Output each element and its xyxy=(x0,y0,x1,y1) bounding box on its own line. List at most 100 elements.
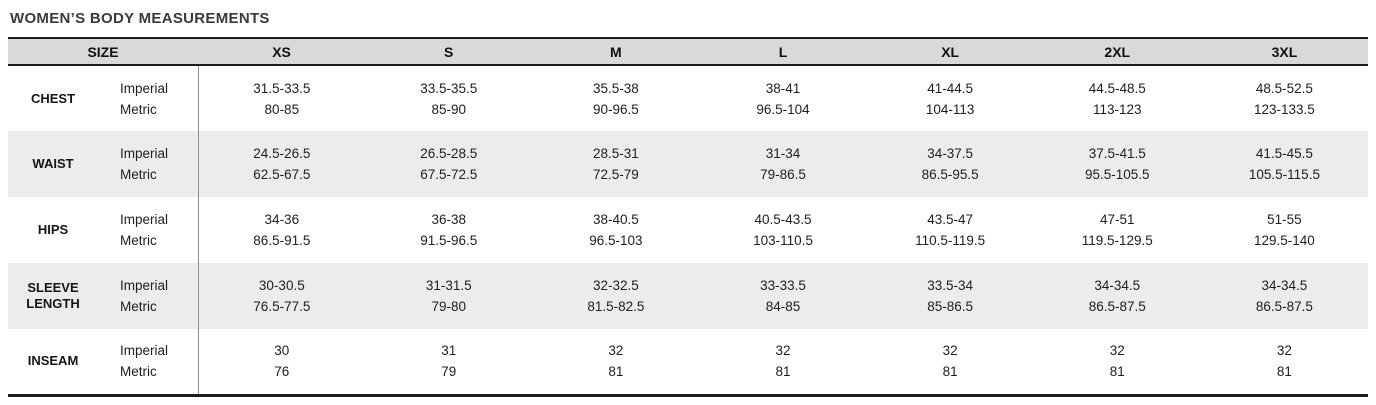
size-column-s: S xyxy=(365,38,533,66)
imperial-value: 33.5-35.5 xyxy=(420,80,478,96)
measurement-cell: 30 76 xyxy=(198,329,365,395)
imperial-value: 31 xyxy=(441,343,457,359)
imperial-value: 30-30.5 xyxy=(258,278,305,293)
measurement-cell: 32 81 xyxy=(1034,329,1201,395)
imperial-label: Imperial xyxy=(120,146,169,161)
size-column-l: L xyxy=(699,38,867,66)
imperial-value: 32-32.5 xyxy=(592,278,639,293)
metric-label: Metric xyxy=(120,299,157,314)
metric-value: 86.5-91.5 xyxy=(253,233,311,248)
unit-labels: Imperial Metric xyxy=(98,131,199,197)
imperial-label: Imperial xyxy=(120,212,169,227)
measurement-name: WAIST xyxy=(32,156,74,171)
measurement-cell: 24.5-26.5 62.5-67.5 xyxy=(198,131,365,197)
table-row-sleeve-length: SLEEVE LENGTH Imperial Metric 30-30.5 76.… xyxy=(8,263,1368,329)
metric-value: 81 xyxy=(775,364,791,380)
measurement-name: SLEEVE LENGTH xyxy=(26,280,80,311)
metric-value: 67.5-72.5 xyxy=(420,167,478,182)
table-row-chest: CHEST Imperial Metric 31.5-33.5 80-85 33.… xyxy=(8,65,1368,131)
imperial-value: 32 xyxy=(942,343,958,359)
metric-value: 86.5-87.5 xyxy=(1088,299,1146,314)
imperial-value: 41.5-45.5 xyxy=(1255,146,1313,161)
imperial-value: 48.5-52.5 xyxy=(1255,80,1313,96)
measurement-cell: 33.5-34 85-86.5 xyxy=(867,263,1034,329)
imperial-label: Imperial xyxy=(120,343,169,359)
page-title: WOMEN’S BODY MEASUREMENTS xyxy=(10,10,270,27)
metric-value: 119.5-129.5 xyxy=(1081,233,1153,248)
metric-value: 81 xyxy=(608,364,624,380)
measurement-cell: 40.5-43.5 103-110.5 xyxy=(699,197,866,263)
metric-value: 76.5-77.5 xyxy=(253,299,311,314)
size-column-xs: XS xyxy=(198,38,366,66)
unit-labels: Imperial Metric xyxy=(98,197,199,263)
measurement-cell: 28.5-31 72.5-79 xyxy=(532,131,699,197)
metric-label: Metric xyxy=(120,167,157,182)
metric-value: 95.5-105.5 xyxy=(1084,167,1150,182)
measurement-cell: 44.5-48.5 113-123 xyxy=(1034,65,1201,131)
metric-value: 91.5-96.5 xyxy=(420,233,478,248)
size-column-3xl: 3XL xyxy=(1200,38,1368,66)
metric-value: 81.5-82.5 xyxy=(587,299,645,314)
metric-value: 110.5-119.5 xyxy=(915,233,986,248)
measurement-cell: 34-34.5 86.5-87.5 xyxy=(1201,263,1368,329)
imperial-value: 24.5-26.5 xyxy=(253,146,311,161)
imperial-value: 43.5-47 xyxy=(927,212,974,227)
measurement-cell: 34-34.5 86.5-87.5 xyxy=(1034,263,1201,329)
metric-value: 123-133.5 xyxy=(1254,101,1315,117)
metric-value: 85-86.5 xyxy=(927,299,974,314)
measurement-cell: 43.5-47 110.5-119.5 xyxy=(867,197,1034,263)
imperial-value: 33-33.5 xyxy=(760,278,806,293)
imperial-value: 32 xyxy=(775,343,791,359)
imperial-value: 38-41 xyxy=(765,80,801,96)
metric-value: 129.5-140 xyxy=(1254,233,1315,248)
imperial-value: 28.5-31 xyxy=(592,146,639,161)
measurement-cell: 34-37.5 86.5-95.5 xyxy=(867,131,1034,197)
measurement-cell: 51-55 129.5-140 xyxy=(1201,197,1368,263)
measurement-name: HIPS xyxy=(37,222,69,237)
metric-value: 80-85 xyxy=(264,101,300,117)
measurement-cell: 32 81 xyxy=(532,329,699,395)
unit-labels: Imperial Metric xyxy=(98,329,199,395)
metric-value: 81 xyxy=(1276,364,1292,380)
imperial-value: 36-38 xyxy=(431,212,466,227)
imperial-value: 31-34 xyxy=(765,146,801,161)
unit-labels: Imperial Metric xyxy=(98,65,199,131)
metric-value: 113-123 xyxy=(1093,101,1142,117)
imperial-value: 41-44.5 xyxy=(927,80,974,96)
imperial-value: 34-36 xyxy=(264,212,300,227)
metric-value: 62.5-67.5 xyxy=(253,167,311,182)
size-column-2xl: 2XL xyxy=(1033,38,1201,66)
metric-value: 104-113 xyxy=(925,101,975,117)
measurement-cell: 31 79 xyxy=(365,329,532,395)
measurement-cell: 32 81 xyxy=(867,329,1034,395)
measurement-cell: 38-41 96.5-104 xyxy=(699,65,866,131)
imperial-value: 51-55 xyxy=(1267,212,1302,227)
measurement-cell: 30-30.5 76.5-77.5 xyxy=(198,263,365,329)
metric-value: 103-110.5 xyxy=(753,233,813,248)
header-row: SIZE XS S M L XL 2XL 3XL xyxy=(8,38,1368,66)
measurement-cell: 38-40.5 96.5-103 xyxy=(532,197,699,263)
metric-value: 90-96.5 xyxy=(592,101,639,117)
measurement-cell: 26.5-28.5 67.5-72.5 xyxy=(365,131,532,197)
size-column-xl: XL xyxy=(866,38,1034,66)
imperial-value: 38-40.5 xyxy=(592,212,639,227)
measurement-name: CHEST xyxy=(30,90,76,106)
table-row-inseam: INSEAM Imperial Metric 30 76 31 79 32 81 32… xyxy=(8,329,1368,395)
imperial-label: Imperial xyxy=(120,80,169,96)
metric-value: 79 xyxy=(441,364,457,380)
imperial-label: Imperial xyxy=(120,278,169,293)
imperial-value: 40.5-43.5 xyxy=(754,212,812,227)
imperial-value: 37.5-41.5 xyxy=(1088,146,1146,161)
measurement-cell: 34-36 86.5-91.5 xyxy=(198,197,365,263)
measurement-cell: 41-44.5 104-113 xyxy=(867,65,1034,131)
imperial-value: 32 xyxy=(1276,343,1292,359)
metric-value: 85-90 xyxy=(431,101,466,117)
measurement-cell: 32-32.5 81.5-82.5 xyxy=(532,263,699,329)
measurement-cell: 47-51 119.5-129.5 xyxy=(1034,197,1201,263)
metric-value: 81 xyxy=(942,364,958,380)
metric-value: 79-80 xyxy=(431,299,466,314)
imperial-value: 34-37.5 xyxy=(927,146,974,161)
imperial-value: 30 xyxy=(274,343,290,359)
metric-label: Metric xyxy=(120,364,157,380)
measurement-name: INSEAM xyxy=(27,353,79,369)
